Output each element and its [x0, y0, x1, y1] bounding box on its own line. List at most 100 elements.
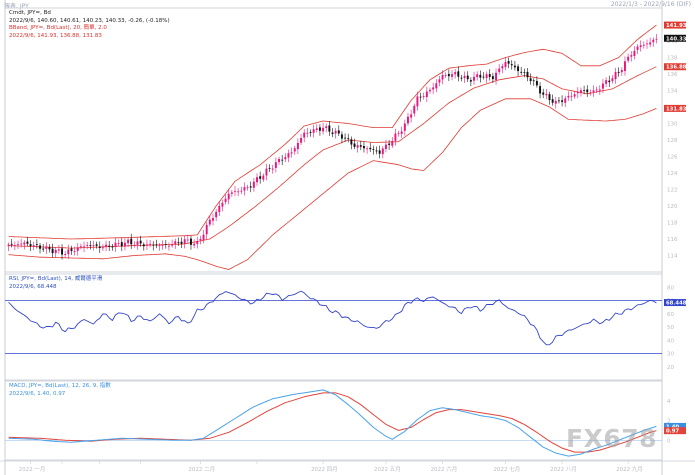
candle-body [158, 245, 161, 247]
candle-body [221, 202, 224, 207]
candle-body [350, 139, 353, 145]
candle-body [488, 74, 491, 77]
candle-body [611, 78, 614, 82]
candle-body [435, 83, 438, 89]
candle-body [29, 244, 32, 247]
candle-body [136, 241, 139, 245]
candle-body [218, 205, 221, 213]
candle-body [454, 72, 457, 75]
candle-body [573, 94, 576, 97]
candle-body [234, 190, 236, 192]
candle-body [149, 243, 152, 245]
candle-body [627, 56, 630, 61]
candle-body [98, 246, 101, 249]
candle-body [620, 70, 623, 73]
macd-legend: MACD, JPY=, Bd(Last), 12, 26, 9, 指數 2022… [9, 383, 111, 398]
candle-body [7, 244, 10, 247]
candle-body [372, 148, 375, 150]
candle-body [444, 74, 447, 76]
candle-body [309, 132, 312, 133]
candle-body [290, 152, 293, 154]
candle-body [576, 92, 579, 94]
candle-body [381, 148, 384, 155]
candle-body [356, 145, 359, 148]
candle-body [293, 148, 296, 152]
price-tick-label: 118 [667, 221, 678, 227]
rsi-tick-label: 50 [667, 325, 674, 331]
candle-body [199, 238, 202, 241]
candle-body [42, 248, 45, 250]
candle-body [315, 128, 318, 130]
candle-body [123, 242, 126, 247]
candle-body [13, 245, 16, 247]
candle-body [117, 243, 120, 244]
candle-body [174, 241, 177, 245]
candle-body [460, 77, 463, 79]
candle-body [466, 75, 469, 80]
price-price-marker-label: 140.33 [666, 36, 687, 42]
candle-body [190, 238, 192, 245]
candle-body [432, 87, 435, 90]
candle-body [296, 142, 299, 150]
rsi-price-marker [664, 299, 686, 307]
candle-body [551, 99, 554, 103]
candle-body [145, 244, 148, 246]
candle-body [340, 134, 343, 139]
candle-body [636, 46, 639, 50]
macd-line [8, 389, 657, 457]
macd-price-marker-label: 0.97 [666, 429, 679, 435]
price-tick-label: 128 [667, 138, 678, 144]
x-tick-label: 2022 四月 [311, 466, 338, 473]
macd-legend-values: 2022/9/6, 1.40, 0.97 [9, 390, 66, 397]
candle-body [64, 254, 67, 256]
candle-body [61, 248, 64, 255]
candle-body [164, 244, 167, 245]
pane-frame-3 [4, 380, 663, 461]
candle-body [79, 246, 82, 248]
candle-body [523, 72, 526, 74]
candle-body [92, 245, 95, 247]
x-tick-label: 2022 二月 [188, 466, 215, 473]
candle-body [422, 96, 425, 97]
candle-body [567, 95, 570, 98]
x-tick-label: 2022 六月 [431, 465, 458, 473]
bband-upper-line [8, 24, 657, 240]
bband-middle-line [8, 66, 657, 249]
candle-body [510, 64, 513, 66]
price-tick-label: 134 [667, 89, 678, 95]
candle-body [375, 150, 378, 152]
candle-body [48, 247, 51, 250]
macd-tick-label: 0 [667, 438, 671, 444]
candle-body [252, 181, 255, 188]
candle-body [171, 244, 174, 246]
rsi-line [8, 290, 657, 346]
candle-body [378, 150, 381, 154]
rsi-legend-values: 2022/9/6, 68.448 [9, 283, 57, 290]
candle-body [268, 167, 271, 169]
candle-body [101, 247, 104, 249]
candle-body [161, 245, 164, 246]
candle-body [557, 100, 560, 102]
price-price-marker [664, 21, 686, 29]
candle-body [86, 245, 89, 246]
candle-body [183, 239, 186, 244]
candle-body [227, 193, 230, 200]
candle-body [76, 247, 79, 251]
candle-body [391, 140, 394, 146]
candle-body [202, 234, 205, 240]
candle-body [57, 249, 60, 251]
candle-body [306, 132, 309, 134]
candle-body [507, 61, 510, 64]
candle-body [274, 162, 277, 168]
candle-body [215, 211, 218, 218]
macd-tick-label: 4 [667, 399, 671, 405]
candle-body [312, 129, 315, 133]
x-tick-label: 2022 七月 [493, 465, 520, 473]
candle-body [457, 71, 460, 77]
fx678-watermark: FX678 [566, 424, 658, 453]
price-tick-label: 126 [667, 155, 678, 161]
candle-body [479, 74, 482, 78]
rsi-legend: RSI, JPY=, Bd(Last), 14, 威爾德平滑 2022/9/6,… [9, 276, 102, 291]
candle-body [193, 243, 196, 246]
